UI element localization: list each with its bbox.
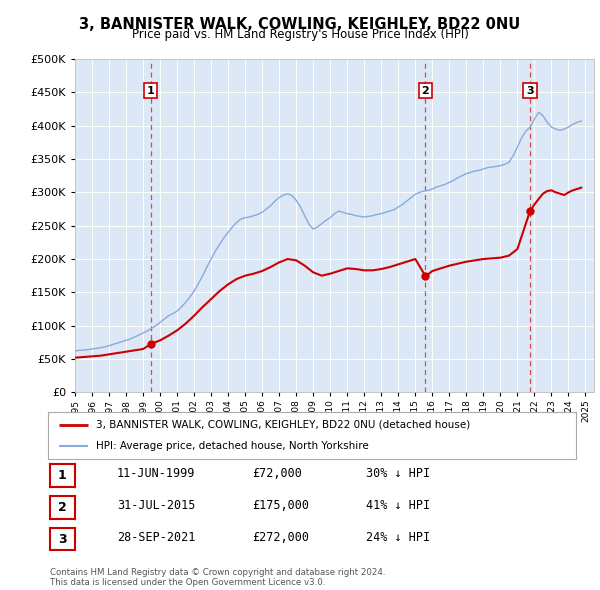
Text: 31-JUL-2015: 31-JUL-2015 (117, 499, 196, 512)
Text: 1: 1 (58, 469, 67, 482)
Text: 24% ↓ HPI: 24% ↓ HPI (366, 531, 430, 544)
Text: 28-SEP-2021: 28-SEP-2021 (117, 531, 196, 544)
Text: £72,000: £72,000 (252, 467, 302, 480)
Text: 1: 1 (146, 86, 154, 96)
Text: 41% ↓ HPI: 41% ↓ HPI (366, 499, 430, 512)
Text: Contains HM Land Registry data © Crown copyright and database right 2024.
This d: Contains HM Land Registry data © Crown c… (50, 568, 385, 587)
Text: Price paid vs. HM Land Registry's House Price Index (HPI): Price paid vs. HM Land Registry's House … (131, 28, 469, 41)
Text: 3, BANNISTER WALK, COWLING, KEIGHLEY, BD22 0NU: 3, BANNISTER WALK, COWLING, KEIGHLEY, BD… (79, 17, 521, 31)
Text: 30% ↓ HPI: 30% ↓ HPI (366, 467, 430, 480)
Text: 3: 3 (526, 86, 534, 96)
Text: 3, BANNISTER WALK, COWLING, KEIGHLEY, BD22 0NU (detached house): 3, BANNISTER WALK, COWLING, KEIGHLEY, BD… (95, 419, 470, 430)
Text: £272,000: £272,000 (252, 531, 309, 544)
Text: 2: 2 (421, 86, 429, 96)
Text: 2: 2 (58, 501, 67, 514)
Text: £175,000: £175,000 (252, 499, 309, 512)
Text: 3: 3 (58, 533, 67, 546)
Text: 11-JUN-1999: 11-JUN-1999 (117, 467, 196, 480)
Text: HPI: Average price, detached house, North Yorkshire: HPI: Average price, detached house, Nort… (95, 441, 368, 451)
